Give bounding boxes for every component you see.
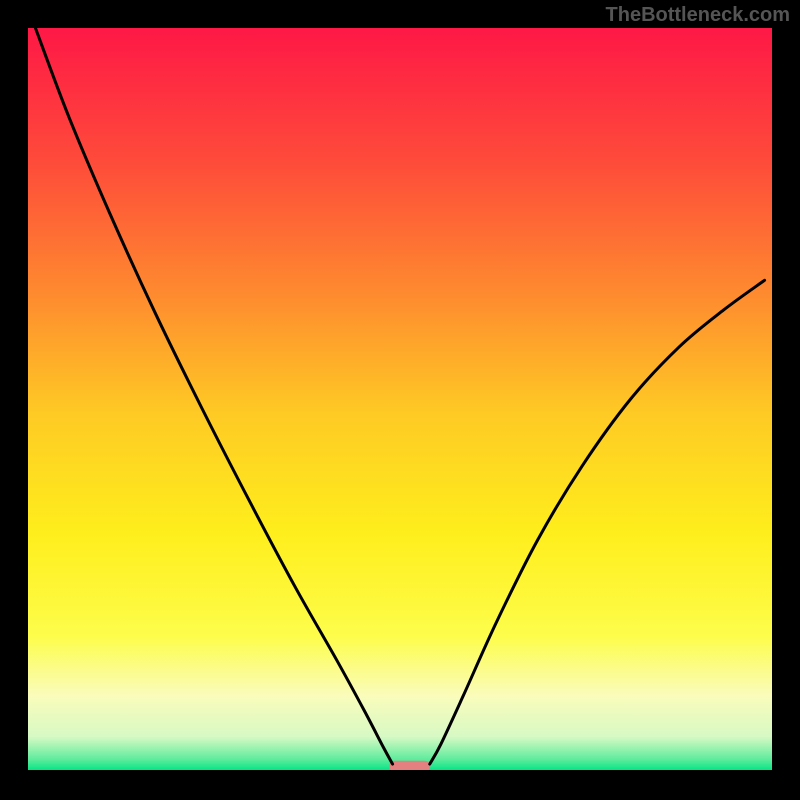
chart-svg <box>0 0 800 800</box>
chart-background <box>28 28 772 770</box>
chart-frame <box>0 770 800 800</box>
chart-frame <box>0 0 28 800</box>
chart-frame <box>772 0 800 800</box>
watermark-text: TheBottleneck.com <box>606 4 790 27</box>
chart-canvas: TheBottleneck.com <box>0 0 800 800</box>
